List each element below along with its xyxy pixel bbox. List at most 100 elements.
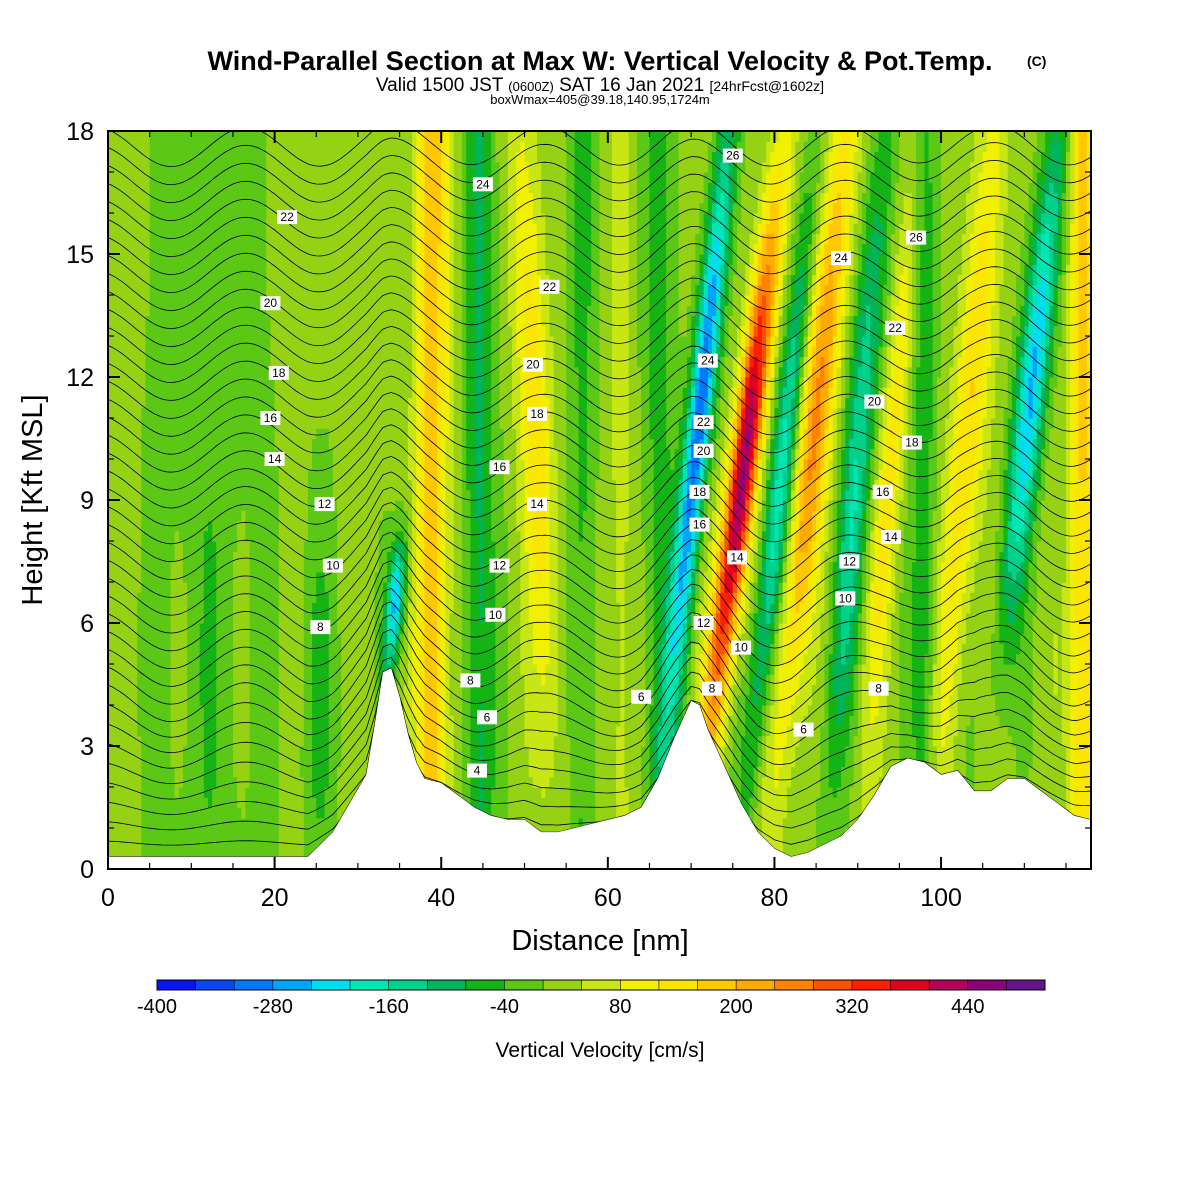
velocity-cell — [132, 479, 138, 491]
velocity-cell — [157, 192, 163, 204]
velocity-cell — [370, 274, 376, 286]
velocity-cell — [132, 172, 138, 183]
velocity-cell — [299, 346, 305, 358]
velocity-cell — [341, 746, 347, 757]
velocity-cell — [228, 182, 234, 194]
velocity-cell — [349, 541, 355, 552]
velocity-cell — [262, 848, 267, 860]
velocity-cell — [162, 694, 167, 706]
velocity-cell — [145, 653, 151, 665]
velocity-cell — [132, 715, 138, 727]
velocity-cell — [132, 582, 138, 593]
velocity-cell — [299, 264, 305, 276]
velocity-cell — [241, 520, 247, 532]
velocity-cell — [337, 530, 342, 542]
velocity-cell — [357, 643, 363, 655]
velocity-cell — [112, 202, 117, 214]
velocity-cell — [128, 633, 134, 645]
velocity-cell — [345, 633, 351, 645]
velocity-cell — [141, 582, 147, 593]
velocity-cell — [362, 592, 367, 604]
velocity-cell — [387, 243, 392, 255]
velocity-cell — [108, 705, 113, 716]
velocity-cell — [182, 469, 188, 481]
velocity-cell — [232, 346, 238, 358]
velocity-cell — [166, 438, 172, 450]
velocity-cell — [228, 213, 234, 224]
velocity-cell — [212, 489, 217, 501]
velocity-cell — [382, 479, 388, 491]
velocity-cell — [116, 254, 122, 265]
velocity-cell — [357, 715, 363, 727]
velocity-cell — [337, 715, 342, 727]
velocity-cell — [295, 787, 301, 798]
velocity-cell — [353, 161, 359, 173]
velocity-cell — [328, 643, 334, 655]
velocity-cell — [182, 776, 188, 788]
velocity-cell — [391, 305, 397, 317]
velocity-cell — [387, 346, 392, 358]
velocity-cell — [387, 602, 392, 614]
velocity-cell — [382, 346, 388, 358]
velocity-cell — [295, 715, 301, 727]
velocity-cell — [191, 141, 197, 153]
velocity-cell — [249, 787, 255, 798]
velocity-cell — [145, 305, 151, 317]
velocity-cell — [270, 848, 276, 860]
velocity-cell — [299, 510, 305, 522]
velocity-cell — [362, 172, 367, 183]
velocity-cell — [157, 264, 163, 276]
velocity-cell — [241, 684, 247, 696]
velocity-cell — [120, 807, 126, 819]
velocity-cell — [245, 448, 251, 460]
velocity-cell — [245, 459, 251, 470]
velocity-cell — [307, 315, 313, 327]
velocity-cell — [162, 817, 167, 829]
velocity-cell — [112, 295, 117, 306]
velocity-cell — [120, 192, 126, 204]
velocity-cell — [224, 223, 230, 235]
velocity-cell — [262, 315, 267, 327]
velocity-cell — [274, 305, 280, 317]
velocity-cell — [232, 233, 238, 245]
velocity-cell — [378, 541, 384, 552]
velocity-cell — [328, 397, 334, 409]
velocity-cell — [216, 182, 222, 194]
velocity-cell — [207, 612, 213, 624]
velocity-cell — [257, 633, 263, 645]
velocity-cell — [320, 264, 326, 276]
velocity-cell — [295, 387, 301, 399]
velocity-cell — [341, 561, 347, 573]
velocity-cell — [366, 479, 372, 491]
velocity-cell — [141, 233, 147, 245]
velocity-cell — [328, 325, 334, 337]
velocity-cell — [149, 202, 155, 214]
velocity-cell — [170, 612, 176, 624]
velocity-cell — [287, 202, 292, 214]
velocity-cell — [303, 459, 309, 470]
velocity-cell — [299, 766, 305, 778]
velocity-cell — [174, 387, 180, 399]
velocity-cell — [212, 377, 217, 388]
velocity-cell — [112, 797, 117, 809]
velocity-cell — [120, 387, 126, 399]
velocity-cell — [391, 284, 397, 296]
velocity-cell — [170, 254, 176, 265]
velocity-cell — [162, 172, 167, 183]
velocity-cell — [108, 387, 113, 399]
velocity-cell — [216, 243, 222, 255]
velocity-cell — [195, 479, 201, 491]
velocity-cell — [299, 694, 305, 706]
velocity-cell — [224, 151, 230, 163]
velocity-cell — [220, 848, 226, 860]
velocity-cell — [299, 735, 305, 747]
velocity-cell — [157, 694, 163, 706]
velocity-cell — [145, 161, 151, 173]
velocity-cell — [216, 807, 222, 819]
velocity-cell — [278, 243, 284, 255]
velocity-cell — [291, 202, 297, 214]
velocity-cell — [391, 469, 397, 481]
velocity-cell — [320, 141, 326, 153]
velocity-cell — [307, 479, 313, 491]
velocity-cell — [282, 787, 288, 798]
